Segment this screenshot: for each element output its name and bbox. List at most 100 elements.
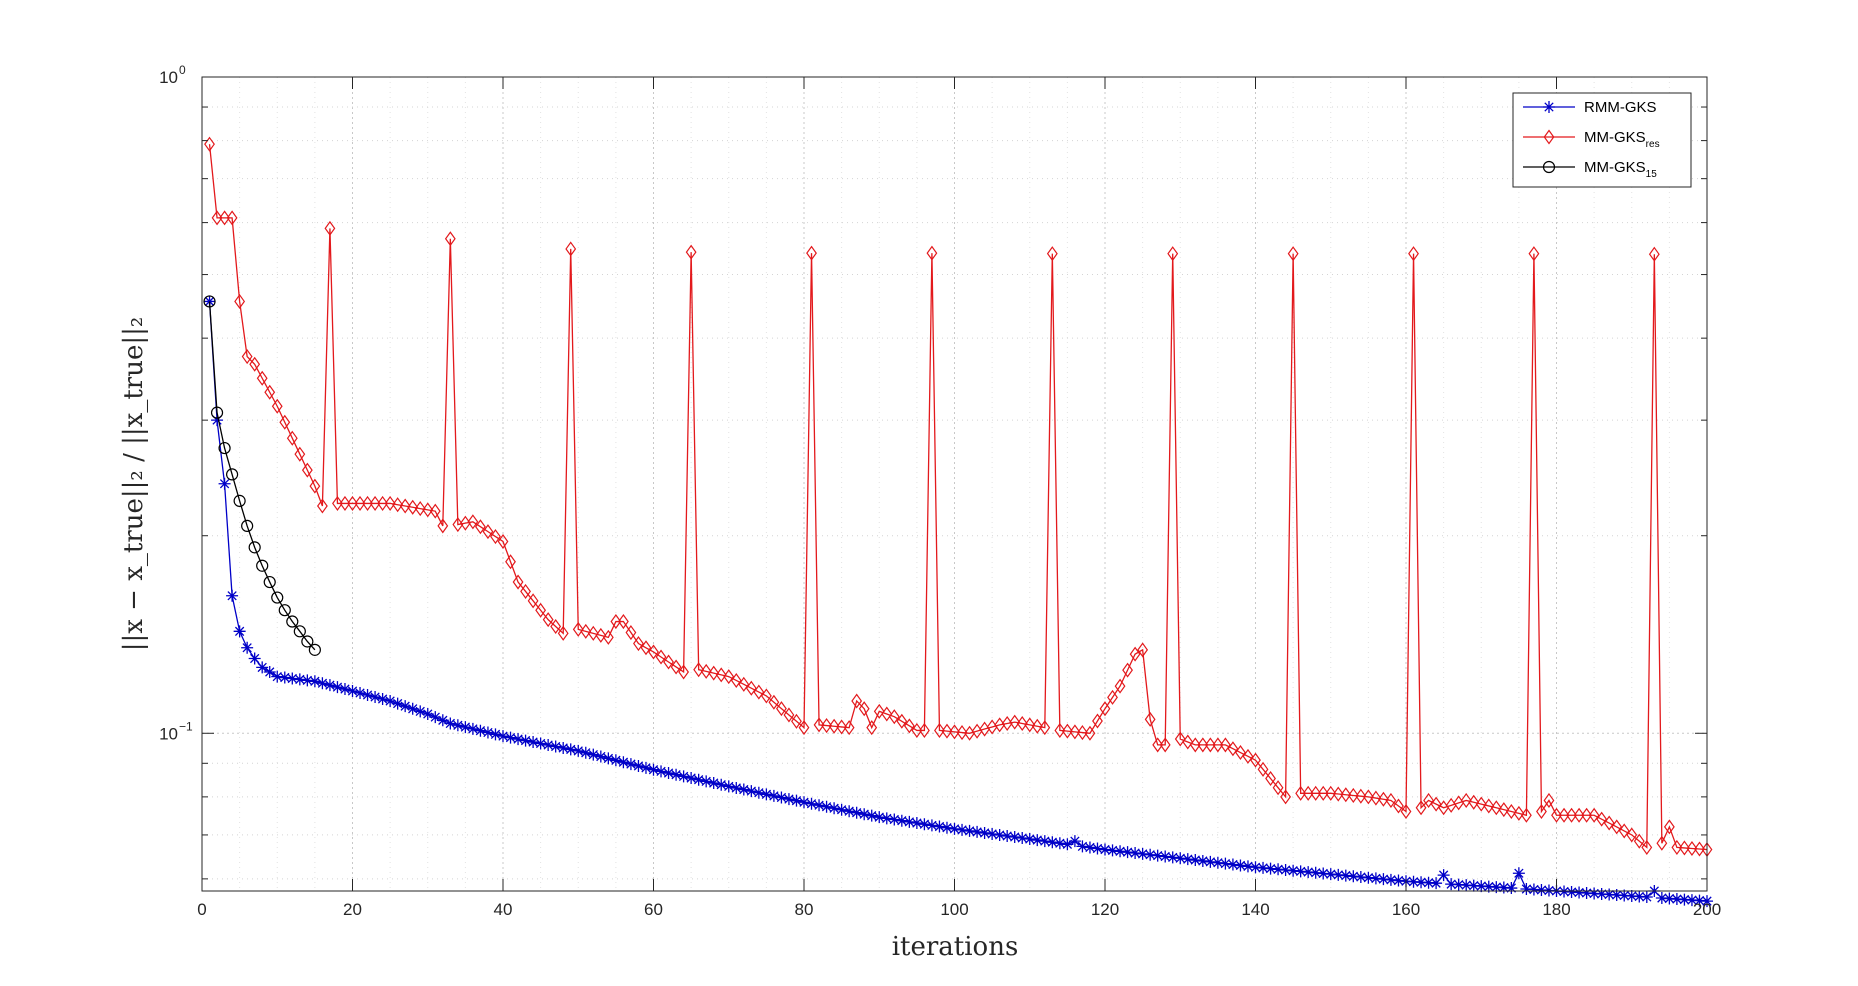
x-tick-label: 140 xyxy=(1241,900,1269,919)
data-point xyxy=(293,625,306,638)
y-tick-label: 10 xyxy=(159,724,178,743)
data-point xyxy=(633,636,644,652)
series-mm-gks-res xyxy=(204,136,1713,858)
data-point xyxy=(1625,890,1638,902)
data-point xyxy=(361,688,374,701)
data-point xyxy=(414,705,427,718)
data-point xyxy=(376,692,389,705)
data-point xyxy=(956,823,969,836)
data-point xyxy=(1294,865,1307,878)
data-point xyxy=(1415,876,1428,889)
data-point xyxy=(1166,851,1179,864)
data-point xyxy=(911,722,923,738)
data-point xyxy=(354,495,366,511)
data-point xyxy=(737,783,750,796)
data-point xyxy=(1137,642,1149,658)
data-point xyxy=(1498,802,1510,818)
data-point xyxy=(1235,745,1246,761)
data-point xyxy=(873,703,885,719)
data-point xyxy=(1144,711,1156,727)
data-point xyxy=(685,772,698,785)
data-point xyxy=(1362,789,1374,805)
series-line xyxy=(208,301,316,651)
data-point xyxy=(203,295,216,308)
data-point xyxy=(1219,737,1231,753)
data-point xyxy=(617,756,630,769)
data-point xyxy=(490,529,501,545)
data-point xyxy=(1400,803,1412,820)
data-point xyxy=(1092,713,1103,729)
data-point xyxy=(286,430,298,446)
data-point xyxy=(1512,867,1525,880)
data-point xyxy=(670,659,682,675)
data-point xyxy=(1302,866,1315,879)
data-point xyxy=(1581,807,1593,823)
data-point xyxy=(1384,873,1397,886)
data-point xyxy=(1648,246,1660,262)
data-point xyxy=(745,680,757,696)
data-point xyxy=(1122,662,1133,678)
x-tick-label: 200 xyxy=(1693,900,1721,919)
data-point xyxy=(339,495,351,511)
data-point xyxy=(1354,870,1367,883)
data-point xyxy=(1573,807,1585,823)
data-point xyxy=(1159,850,1172,863)
data-point xyxy=(1618,889,1631,902)
data-point xyxy=(1189,737,1201,753)
data-point xyxy=(362,495,373,511)
data-point xyxy=(941,723,953,739)
data-point xyxy=(1378,791,1389,807)
data-point xyxy=(1061,838,1074,851)
data-point xyxy=(888,813,901,826)
data-point xyxy=(1152,737,1164,753)
data-point xyxy=(210,406,224,419)
data-point xyxy=(1693,894,1706,907)
data-point xyxy=(1039,720,1051,736)
legend-entry: MM-GKSres xyxy=(1523,129,1660,150)
data-point xyxy=(294,446,306,462)
data-point xyxy=(700,663,712,679)
data-point xyxy=(527,593,539,609)
data-point xyxy=(594,750,607,763)
data-point xyxy=(768,694,780,710)
data-point xyxy=(1174,731,1186,747)
data-point xyxy=(1024,717,1036,733)
x-tick-label: 80 xyxy=(795,900,814,919)
data-point xyxy=(301,674,314,687)
data-point xyxy=(444,231,456,247)
data-point xyxy=(791,713,802,729)
data-point xyxy=(249,356,261,372)
data-point xyxy=(1633,833,1645,849)
data-point xyxy=(843,805,856,818)
data-point xyxy=(1445,878,1458,891)
data-point xyxy=(707,777,720,790)
data-point xyxy=(459,721,472,734)
data-point xyxy=(1076,840,1089,853)
data-point xyxy=(1159,737,1171,753)
data-point xyxy=(677,770,690,783)
legend-entry: MM-GKS15 xyxy=(1523,159,1657,180)
data-point xyxy=(602,629,614,645)
data-point xyxy=(1265,770,1276,787)
data-point xyxy=(219,210,230,226)
data-point xyxy=(1106,844,1119,857)
data-point xyxy=(715,667,727,683)
data-point xyxy=(1227,741,1239,757)
data-point xyxy=(895,814,908,827)
data-point xyxy=(1633,890,1646,903)
data-point xyxy=(1407,875,1420,888)
data-point xyxy=(1475,796,1487,812)
data-point xyxy=(1302,785,1314,801)
data-point xyxy=(640,640,652,656)
data-point xyxy=(444,717,457,730)
data-point xyxy=(1422,876,1435,889)
data-point xyxy=(1408,246,1419,262)
data-point xyxy=(753,684,765,700)
data-point xyxy=(564,743,577,756)
data-point xyxy=(798,796,810,809)
legend-marker xyxy=(1543,101,1555,113)
data-point xyxy=(806,245,817,261)
data-point xyxy=(482,524,494,540)
data-point xyxy=(1197,737,1209,753)
data-point xyxy=(730,672,742,688)
